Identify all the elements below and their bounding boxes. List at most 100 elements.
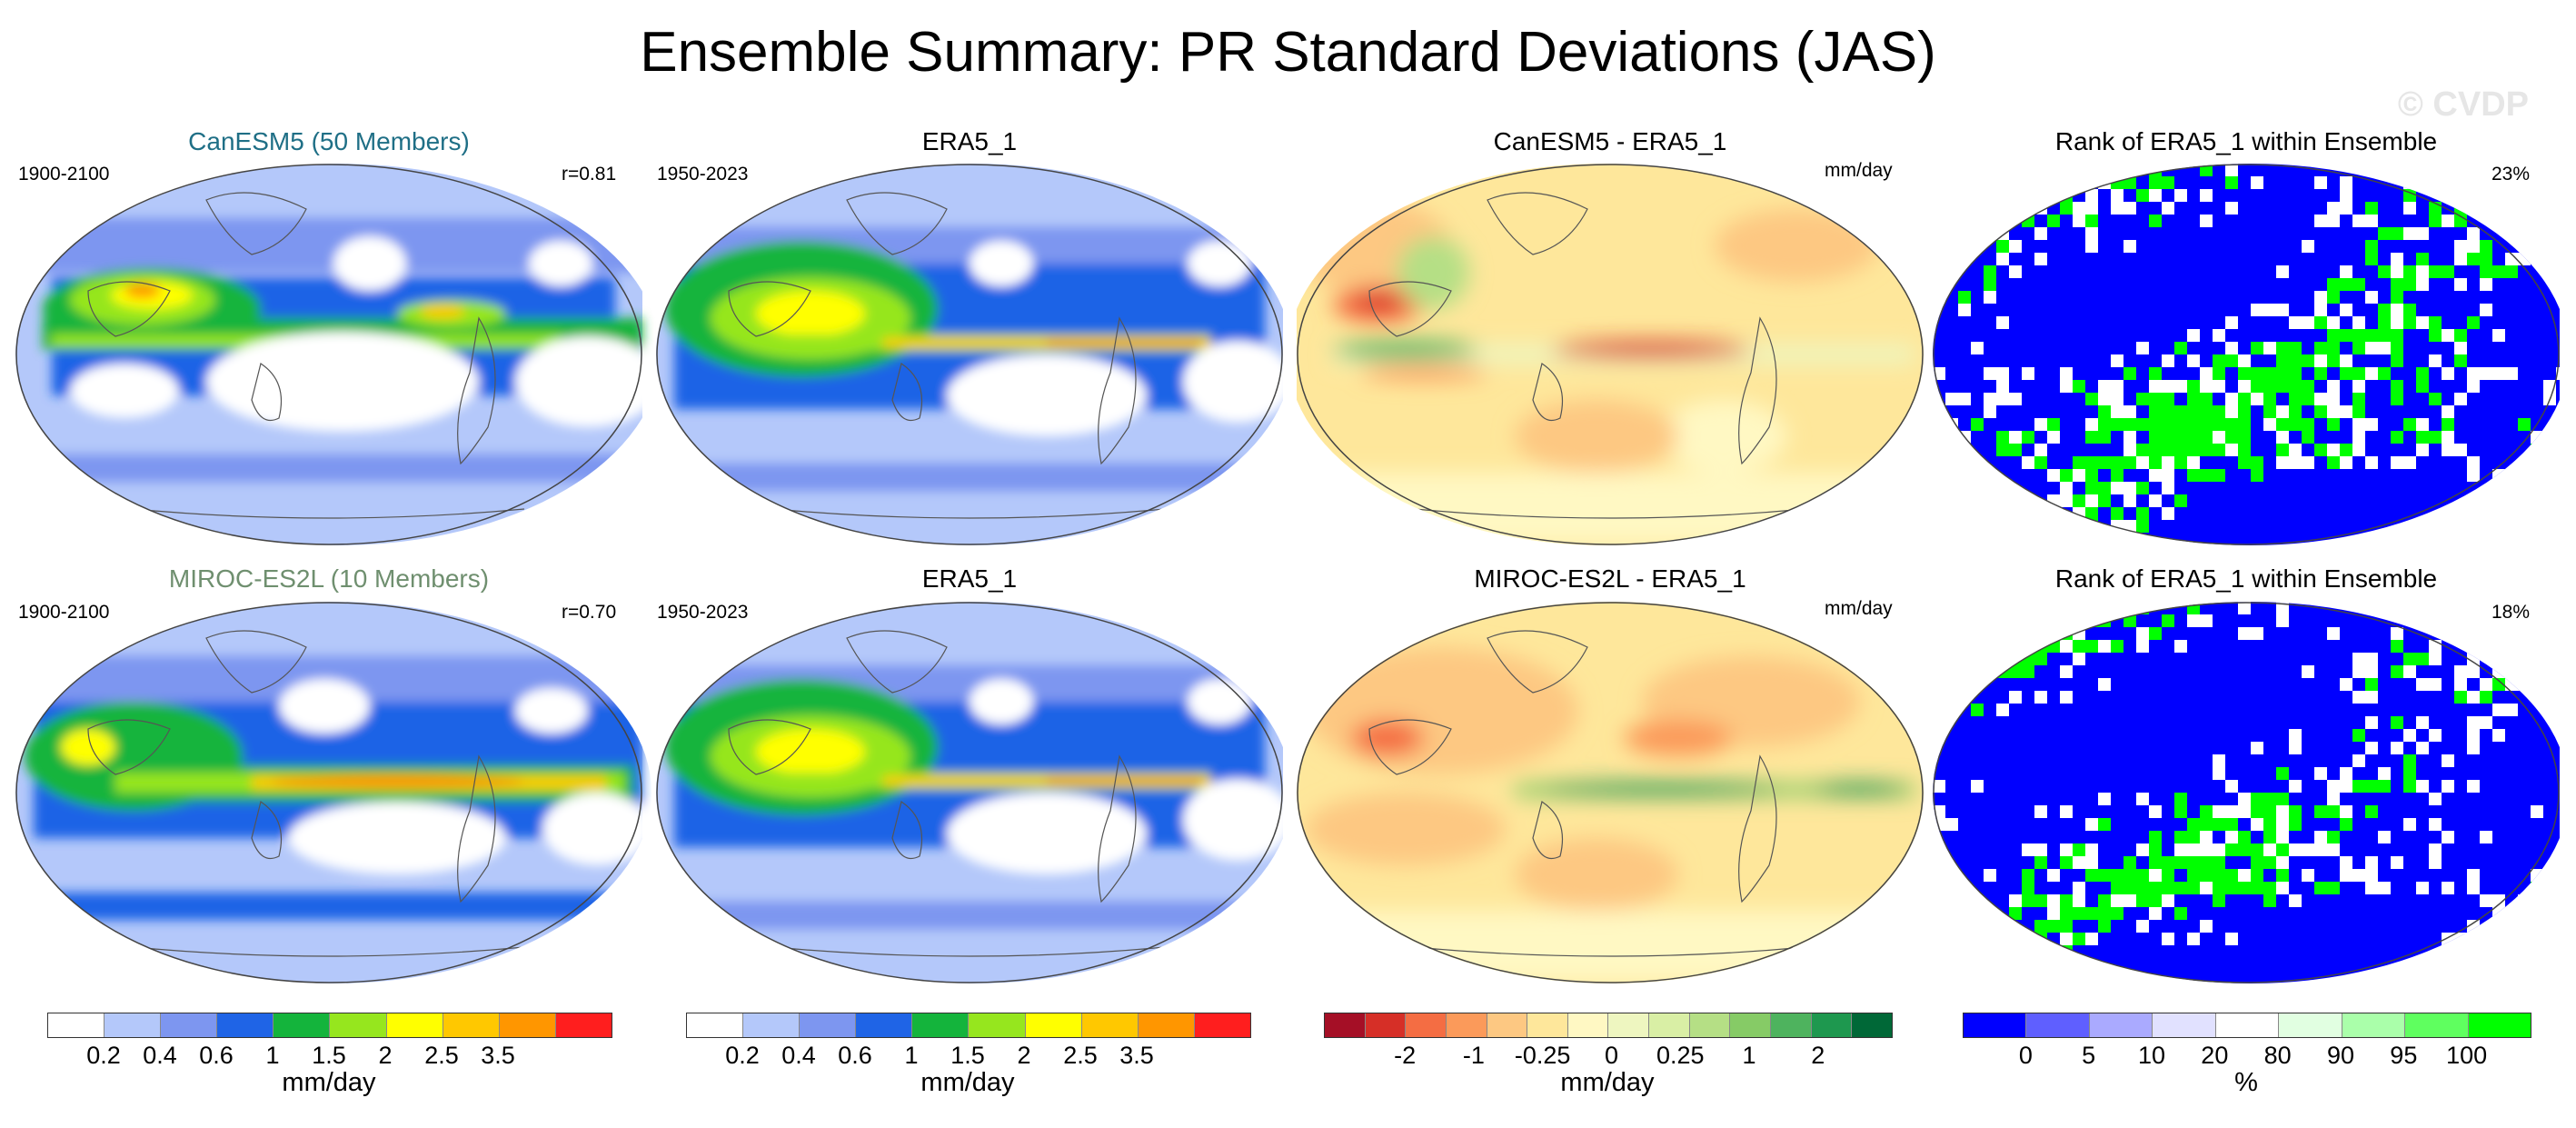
colorbar-tick-label: 0.6 <box>838 1042 872 1069</box>
rank-map <box>1933 164 2569 545</box>
colorbar-swatch <box>2279 1013 2342 1037</box>
rank-percent-label: 23% <box>2491 164 2531 185</box>
diff-panel-title: MIROC-ES2L - ERA5_1 <box>1474 564 1746 593</box>
colorbar-tick-label: -0.25 <box>1514 1042 1571 1069</box>
colorbar-tick-label: 0.2 <box>86 1042 121 1069</box>
model-std-map <box>15 602 651 983</box>
difference-map <box>1297 602 1924 983</box>
diff-unit-label: mm/day <box>1825 598 1893 619</box>
colorbar-swatch <box>687 1013 744 1037</box>
colorbar-tick-label: 1 <box>904 1042 919 1069</box>
std-colorbar <box>47 1013 612 1038</box>
colorbar-swatch <box>2089 1013 2153 1037</box>
colorbar-tick-label: -1 <box>1462 1042 1485 1069</box>
colorbar-tick-label: 1 <box>265 1042 280 1069</box>
colorbar-tick-label: 100 <box>2446 1042 2488 1069</box>
colorbar-swatch <box>1527 1013 1568 1037</box>
colorbar-swatch <box>1964 1013 2027 1037</box>
colorbar-swatch <box>274 1013 331 1037</box>
colorbar-swatch <box>1811 1013 1853 1037</box>
colorbar-unit-label: mm/day <box>282 1068 376 1097</box>
model-panel-title: MIROC-ES2L (10 Members) <box>168 564 490 593</box>
rank-panel-title: Rank of ERA5_1 within Ensemble <box>2054 564 2438 593</box>
colorbar-tick-label: 2.5 <box>424 1042 459 1069</box>
colorbar-swatch <box>969 1013 1026 1037</box>
colorbar-swatch <box>217 1013 274 1037</box>
rank-map <box>1933 602 2569 983</box>
std-colorbar <box>686 1013 1251 1038</box>
obs-std-map <box>656 602 1292 983</box>
obs-std-map <box>656 164 1292 545</box>
colorbar-tick-label: 2.5 <box>1063 1042 1098 1069</box>
colorbar-tick-label: 0.2 <box>725 1042 760 1069</box>
diff-panel-title: CanESM5 - ERA5_1 <box>1493 127 1727 155</box>
obs-period-label: 1950-2023 <box>657 602 749 623</box>
colorbar-swatch <box>2215 1013 2280 1037</box>
colorbar-tick-label: 0.4 <box>781 1042 816 1069</box>
colorbar-swatch <box>1608 1013 1650 1037</box>
colorbar-swatch <box>1138 1013 1195 1037</box>
rank-percent-label: 18% <box>2491 602 2531 623</box>
colorbar-swatch <box>330 1013 387 1037</box>
colorbar-tick-label: 90 <box>2326 1042 2355 1069</box>
colorbar-swatch <box>1194 1013 1250 1037</box>
colorbar-swatch <box>104 1013 162 1037</box>
colorbar-tick-label: 2 <box>1017 1042 1031 1069</box>
colorbar-tick-label: 5 <box>2082 1042 2096 1069</box>
colorbar-unit-label: mm/day <box>1560 1068 1655 1097</box>
colorbar-swatch <box>1771 1013 1812 1037</box>
colorbar-swatch <box>2342 1013 2406 1037</box>
colorbar-swatch <box>1325 1013 1366 1037</box>
diff-unit-label: mm/day <box>1825 160 1893 181</box>
colorbar-swatch <box>2468 1013 2531 1037</box>
colorbar-swatch <box>1487 1013 1528 1037</box>
colorbar-swatch <box>499 1013 556 1037</box>
colorbar-swatch <box>1446 1013 1487 1037</box>
colorbar-swatch <box>1365 1013 1407 1037</box>
model-period-label: 1900-2100 <box>18 602 110 623</box>
rank-colorbar <box>1963 1013 2531 1038</box>
pattern-correlation-label: r=0.70 <box>562 602 617 623</box>
obs-panel-title: ERA5_1 <box>921 564 1018 593</box>
colorbar-tick-label: 1.5 <box>312 1042 346 1069</box>
cvdp-watermark: © CVDP <box>2397 85 2529 124</box>
colorbar-tick-label: 3.5 <box>481 1042 515 1069</box>
colorbar-tick-label: 80 <box>2263 1042 2292 1069</box>
difference-map <box>1288 164 1924 545</box>
difference-colorbar <box>1324 1013 1893 1038</box>
colorbar-swatch <box>1567 1013 1609 1037</box>
obs-panel-title: ERA5_1 <box>921 127 1018 155</box>
colorbar-swatch <box>743 1013 801 1037</box>
colorbar-tick-label: 2 <box>378 1042 393 1069</box>
colorbar-swatch <box>856 1013 913 1037</box>
colorbar-swatch <box>1025 1013 1082 1037</box>
colorbar-tick-label: 20 <box>2201 1042 2229 1069</box>
colorbar-tick-label: 3.5 <box>1119 1042 1154 1069</box>
model-panel-title: CanESM5 (50 Members) <box>188 127 470 155</box>
pattern-correlation-label: r=0.81 <box>562 164 617 185</box>
colorbar-tick-label: 10 <box>2137 1042 2166 1069</box>
colorbar-swatch <box>443 1013 500 1037</box>
colorbar-swatch <box>555 1013 612 1037</box>
colorbar-swatch <box>161 1013 218 1037</box>
colorbar-tick-label: 0.4 <box>143 1042 177 1069</box>
model-period-label: 1900-2100 <box>18 164 110 185</box>
model-std-map <box>15 164 661 545</box>
colorbar-tick-label: 1.5 <box>950 1042 985 1069</box>
colorbar-tick-label: 2 <box>1811 1042 1825 1069</box>
colorbar-tick-label: 0 <box>1604 1042 1618 1069</box>
colorbar-swatch <box>2026 1013 2090 1037</box>
colorbar-unit-label: mm/day <box>920 1068 1015 1097</box>
rank-panel-title: Rank of ERA5_1 within Ensemble <box>2054 127 2438 155</box>
colorbar-swatch <box>2153 1013 2216 1037</box>
colorbar-tick-label: 0.25 <box>1656 1042 1705 1069</box>
figure-title: Ensemble Summary: PR Standard Deviations… <box>640 21 1936 84</box>
colorbar-tick-label: 0.6 <box>199 1042 234 1069</box>
obs-period-label: 1950-2023 <box>657 164 749 185</box>
colorbar-swatch <box>1649 1013 1690 1037</box>
colorbar-swatch <box>1689 1013 1731 1037</box>
colorbar-tick-label: 0 <box>2018 1042 2033 1069</box>
colorbar-unit-label: % <box>2234 1068 2258 1097</box>
colorbar-swatch <box>1852 1013 1892 1037</box>
colorbar-swatch <box>2405 1013 2469 1037</box>
